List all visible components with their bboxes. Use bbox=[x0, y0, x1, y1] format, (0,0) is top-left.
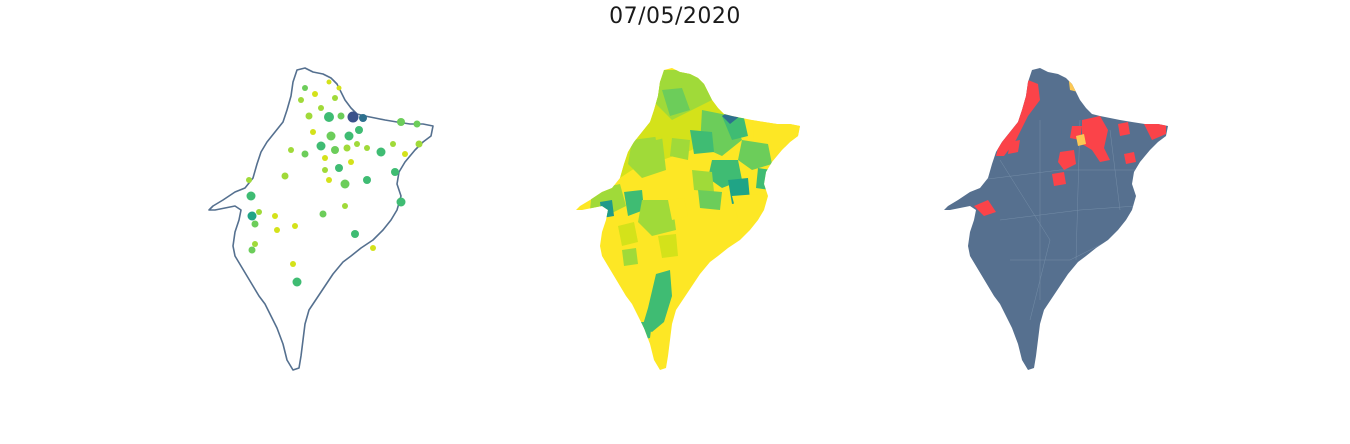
map-points-icon bbox=[208, 67, 434, 371]
map-classes-icon bbox=[944, 68, 1168, 370]
proportional-circles bbox=[246, 79, 423, 287]
map-panel-points bbox=[205, 60, 445, 380]
map-panel-classes bbox=[940, 60, 1180, 380]
map-panel-choropleth bbox=[572, 60, 812, 380]
map-choropleth-icon bbox=[576, 68, 800, 370]
class-regions bbox=[944, 68, 1168, 370]
figure-title: 07/05/2020 bbox=[609, 4, 741, 29]
choropleth-regions bbox=[576, 68, 800, 370]
